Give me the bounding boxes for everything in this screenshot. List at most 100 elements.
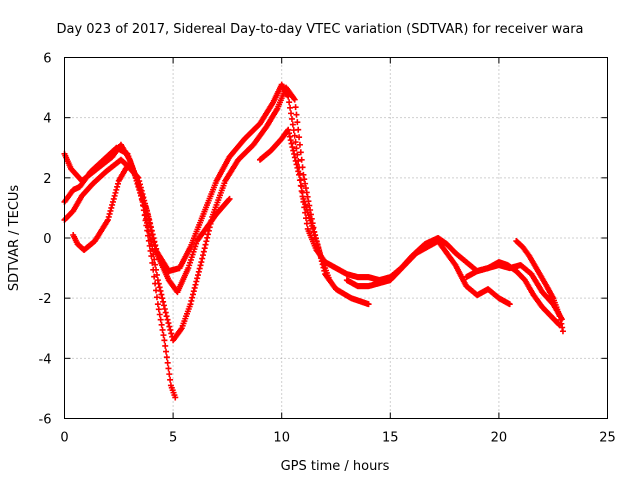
data-point bbox=[137, 184, 144, 191]
data-point bbox=[154, 249, 161, 256]
data-point bbox=[138, 187, 145, 194]
data-point bbox=[161, 337, 168, 344]
data-point bbox=[189, 294, 196, 301]
data-point bbox=[143, 207, 150, 214]
series-track-d bbox=[70, 162, 233, 296]
data-point bbox=[292, 157, 299, 164]
data-point bbox=[151, 238, 158, 245]
data-point bbox=[303, 215, 310, 222]
data-point bbox=[298, 156, 305, 163]
data-point bbox=[145, 213, 152, 220]
series-track-g bbox=[513, 238, 566, 335]
data-point bbox=[137, 181, 144, 188]
data-point bbox=[109, 201, 116, 208]
data-point bbox=[112, 189, 119, 196]
y-tick-label: 0 bbox=[43, 232, 51, 247]
data-point bbox=[156, 284, 163, 291]
data-point bbox=[194, 272, 201, 279]
data-point bbox=[147, 224, 154, 231]
data-point bbox=[312, 235, 319, 242]
grid-layer bbox=[64, 57, 608, 419]
data-point bbox=[154, 301, 161, 308]
data-point bbox=[108, 204, 115, 211]
data-point bbox=[555, 321, 562, 328]
data-point bbox=[306, 202, 313, 209]
data-point bbox=[287, 104, 294, 111]
data-point bbox=[292, 104, 299, 111]
data-point bbox=[151, 256, 158, 263]
data-point bbox=[293, 145, 300, 152]
x-tick-label: 20 bbox=[491, 431, 508, 446]
data-point bbox=[199, 255, 206, 262]
data-point bbox=[157, 287, 164, 294]
data-point bbox=[192, 281, 199, 288]
data-point bbox=[148, 227, 155, 234]
data-point bbox=[106, 210, 113, 217]
data-point bbox=[163, 313, 170, 320]
data-point bbox=[202, 241, 209, 248]
data-point bbox=[159, 295, 166, 302]
series-track-h bbox=[463, 259, 563, 329]
data-point bbox=[287, 137, 294, 144]
data-point bbox=[297, 182, 304, 189]
chart-title: Day 023 of 2017, Sidereal Day-to-day VTE… bbox=[56, 22, 583, 37]
data-point bbox=[113, 186, 120, 193]
data-point bbox=[148, 241, 155, 248]
data-point bbox=[154, 277, 161, 284]
data-point bbox=[157, 316, 164, 323]
data-point bbox=[556, 322, 563, 329]
data-point bbox=[191, 284, 198, 291]
data-point bbox=[144, 210, 151, 217]
data-point bbox=[294, 164, 301, 171]
data-point bbox=[291, 154, 298, 161]
data-point bbox=[166, 323, 173, 330]
data-point bbox=[110, 195, 117, 202]
y-tick-label: 2 bbox=[43, 172, 51, 187]
data-point bbox=[285, 126, 292, 133]
data-point bbox=[104, 216, 111, 223]
data-point bbox=[167, 376, 174, 383]
data-point bbox=[308, 215, 315, 222]
data-point bbox=[158, 321, 165, 328]
data-point bbox=[172, 394, 179, 401]
data-point bbox=[109, 198, 116, 205]
data-point bbox=[153, 245, 160, 252]
data-point bbox=[225, 196, 232, 203]
data-point bbox=[195, 268, 202, 275]
data-point bbox=[365, 301, 372, 308]
data-point bbox=[298, 188, 305, 195]
data-point bbox=[188, 297, 195, 304]
data-point bbox=[161, 305, 168, 312]
data-point bbox=[305, 198, 312, 205]
data-point bbox=[295, 168, 302, 175]
data-point bbox=[190, 288, 197, 295]
data-point bbox=[301, 204, 308, 211]
data-point bbox=[111, 192, 118, 199]
data-point bbox=[194, 275, 201, 282]
data-point bbox=[291, 96, 298, 103]
data-point bbox=[166, 371, 173, 378]
data-point bbox=[150, 251, 157, 258]
data-point bbox=[300, 198, 307, 205]
data-point bbox=[155, 306, 162, 313]
data-point bbox=[197, 262, 204, 269]
data-point bbox=[302, 185, 309, 192]
data-point bbox=[299, 164, 306, 171]
data-point bbox=[152, 261, 159, 268]
data-point bbox=[288, 140, 295, 147]
data-point bbox=[140, 194, 147, 201]
data-point bbox=[320, 264, 327, 271]
data-point bbox=[296, 171, 303, 178]
data-point bbox=[160, 332, 167, 339]
data-point bbox=[286, 130, 293, 137]
plot-frame bbox=[64, 57, 608, 419]
x-tick-label: 10 bbox=[273, 431, 290, 446]
data-point bbox=[200, 252, 207, 259]
data-point bbox=[292, 139, 299, 146]
data-point bbox=[153, 294, 160, 301]
y-axis-label: SDTVAR / TECUs bbox=[7, 185, 22, 292]
data-point bbox=[162, 342, 169, 349]
data-point bbox=[301, 176, 308, 183]
data-point bbox=[168, 330, 175, 337]
